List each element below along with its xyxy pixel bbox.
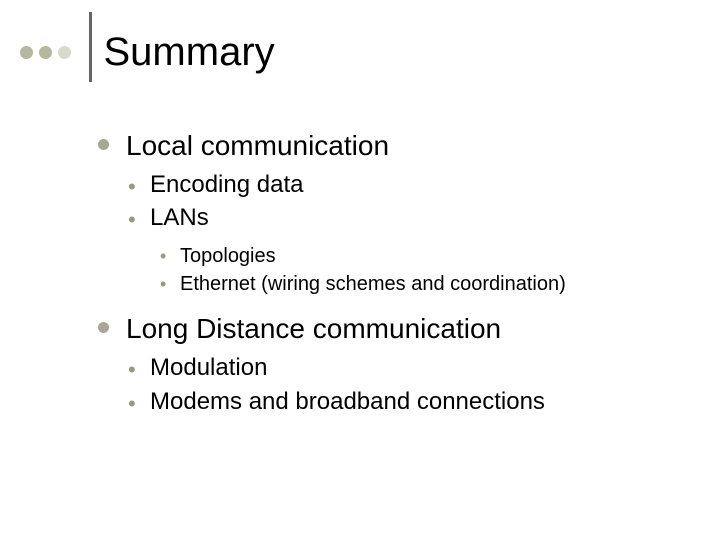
bullet-icon: • [128,176,136,198]
list-item: Long Distance communication [98,311,690,346]
item-text: Local communication [126,128,690,163]
item-text: Ethernet (wiring schemes and coordinatio… [180,271,690,297]
list-item: • LANs [98,202,690,233]
item-text: Modulation [150,352,690,383]
bullet-icon: • [160,247,166,265]
bullet-icon: • [160,275,166,293]
dot-2 [39,46,52,59]
list-item: • Encoding data [98,169,690,200]
dot-1 [20,46,33,59]
sublist: • Topologies • Ethernet (wiring schemes … [98,243,690,297]
item-text: Modems and broadband connections [150,386,690,417]
item-text: LANs [150,202,690,233]
list-item: • Topologies [98,243,690,269]
list-item: Local communication [98,128,690,163]
slide-content: Local communication • Encoding data • LA… [98,128,690,419]
bullet-icon [98,322,109,333]
list-item: • Modulation [98,352,690,383]
header-dots [20,46,71,59]
list-item: • Ethernet (wiring schemes and coordinat… [98,271,690,297]
item-text: Encoding data [150,169,690,200]
bullet-icon [98,139,109,150]
item-text: Long Distance communication [126,311,690,346]
list-item: • Modems and broadband connections [98,386,690,417]
dot-3 [58,46,71,59]
slide-title: Summary [104,30,275,75]
bullet-icon: • [128,359,136,381]
header-vline [89,12,92,82]
bullet-icon: • [128,209,136,231]
item-text: Topologies [180,243,690,269]
slide-header: Summary [20,22,275,82]
bullet-icon: • [128,393,136,415]
